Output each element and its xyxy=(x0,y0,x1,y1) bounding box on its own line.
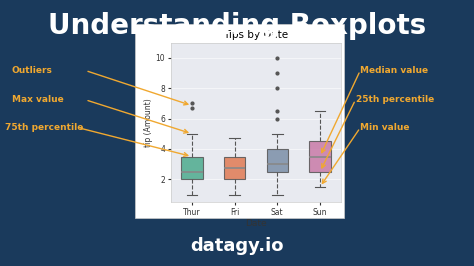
Text: Median value: Median value xyxy=(360,66,428,75)
Text: 75th percentile: 75th percentile xyxy=(5,123,83,132)
PathPatch shape xyxy=(266,149,288,172)
PathPatch shape xyxy=(181,157,202,179)
PathPatch shape xyxy=(309,141,331,172)
Text: Max value: Max value xyxy=(12,95,64,104)
PathPatch shape xyxy=(224,157,246,179)
Text: 25th percentile: 25th percentile xyxy=(356,95,434,104)
Text: Outliers: Outliers xyxy=(12,66,53,75)
Title: Tips by Date: Tips by Date xyxy=(223,30,289,40)
Y-axis label: tip (Amount): tip (Amount) xyxy=(144,98,153,147)
Text: Min value: Min value xyxy=(360,123,410,132)
Text: Understanding Boxplots: Understanding Boxplots xyxy=(48,12,426,40)
Text: datagy.io: datagy.io xyxy=(190,237,284,255)
X-axis label: Date: Date xyxy=(245,219,267,228)
